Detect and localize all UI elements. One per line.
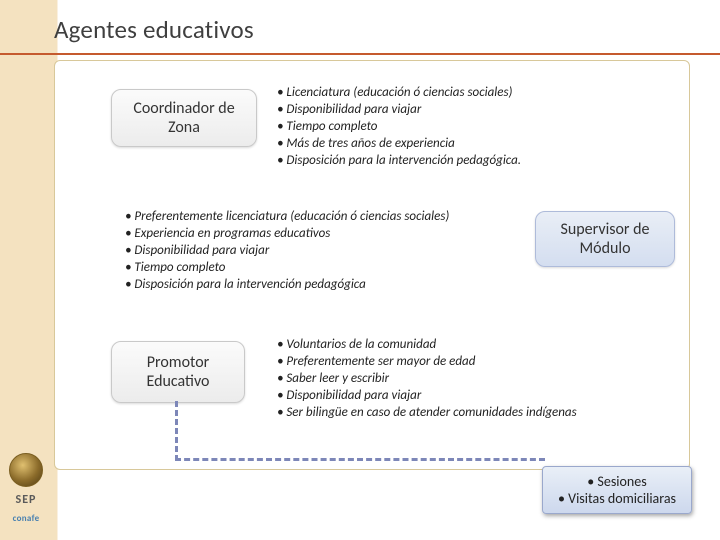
sessions-item: Visitas domiciliaras	[558, 490, 676, 508]
bullets-coordinador: Licenciatura (educación ó ciencias socia…	[277, 85, 597, 169]
bullet-item: Más de tres años de experiencia	[277, 136, 597, 153]
bullet-item: Disponibilidad para viajar	[277, 102, 597, 119]
bullet-item: Saber leer y escribir	[277, 371, 607, 388]
title-rule	[0, 53, 720, 55]
seal-icon	[9, 453, 43, 487]
page-title: Agentes educativos	[54, 14, 720, 45]
bullet-item: Tiempo completo	[125, 260, 525, 277]
content-frame: Coordinador deZona Licenciatura (educaci…	[54, 60, 690, 470]
bullet-item: Tiempo completo	[277, 119, 597, 136]
node-promotor-label: PromotorEducativo	[147, 353, 210, 391]
connector-promotor-sessions	[175, 401, 545, 461]
node-coordinador-label: Coordinador deZona	[133, 99, 234, 137]
logo-sep: SEP	[16, 493, 37, 507]
bullets-supervisor: Preferentemente licenciatura (educación …	[125, 209, 525, 293]
bullet-item: Disposición para la intervención pedagóg…	[125, 277, 525, 294]
sessions-item: Sesiones	[587, 473, 646, 491]
bullet-item: Disposición para la intervención pedagóg…	[277, 153, 597, 170]
sidebar-logos: SEP conafe	[6, 453, 46, 524]
bullet-item: Preferentemente ser mayor de edad	[277, 354, 607, 371]
bullet-item: Voluntarios de la comunidad	[277, 337, 607, 354]
bullet-item: Experiencia en programas educativos	[125, 226, 525, 243]
bullet-item: Licenciatura (educación ó ciencias socia…	[277, 85, 597, 102]
sessions-box: Sesiones Visitas domiciliaras	[542, 466, 692, 514]
node-supervisor-label: Supervisor deMódulo	[560, 220, 649, 258]
bullet-item: Preferentemente licenciatura (educación …	[125, 209, 525, 226]
bullet-item: Disponibilidad para viajar	[125, 243, 525, 260]
node-supervisor: Supervisor deMódulo	[535, 211, 675, 267]
node-promotor: PromotorEducativo	[111, 341, 245, 403]
logo-conafe: conafe	[13, 513, 40, 524]
node-coordinador: Coordinador deZona	[111, 89, 257, 147]
